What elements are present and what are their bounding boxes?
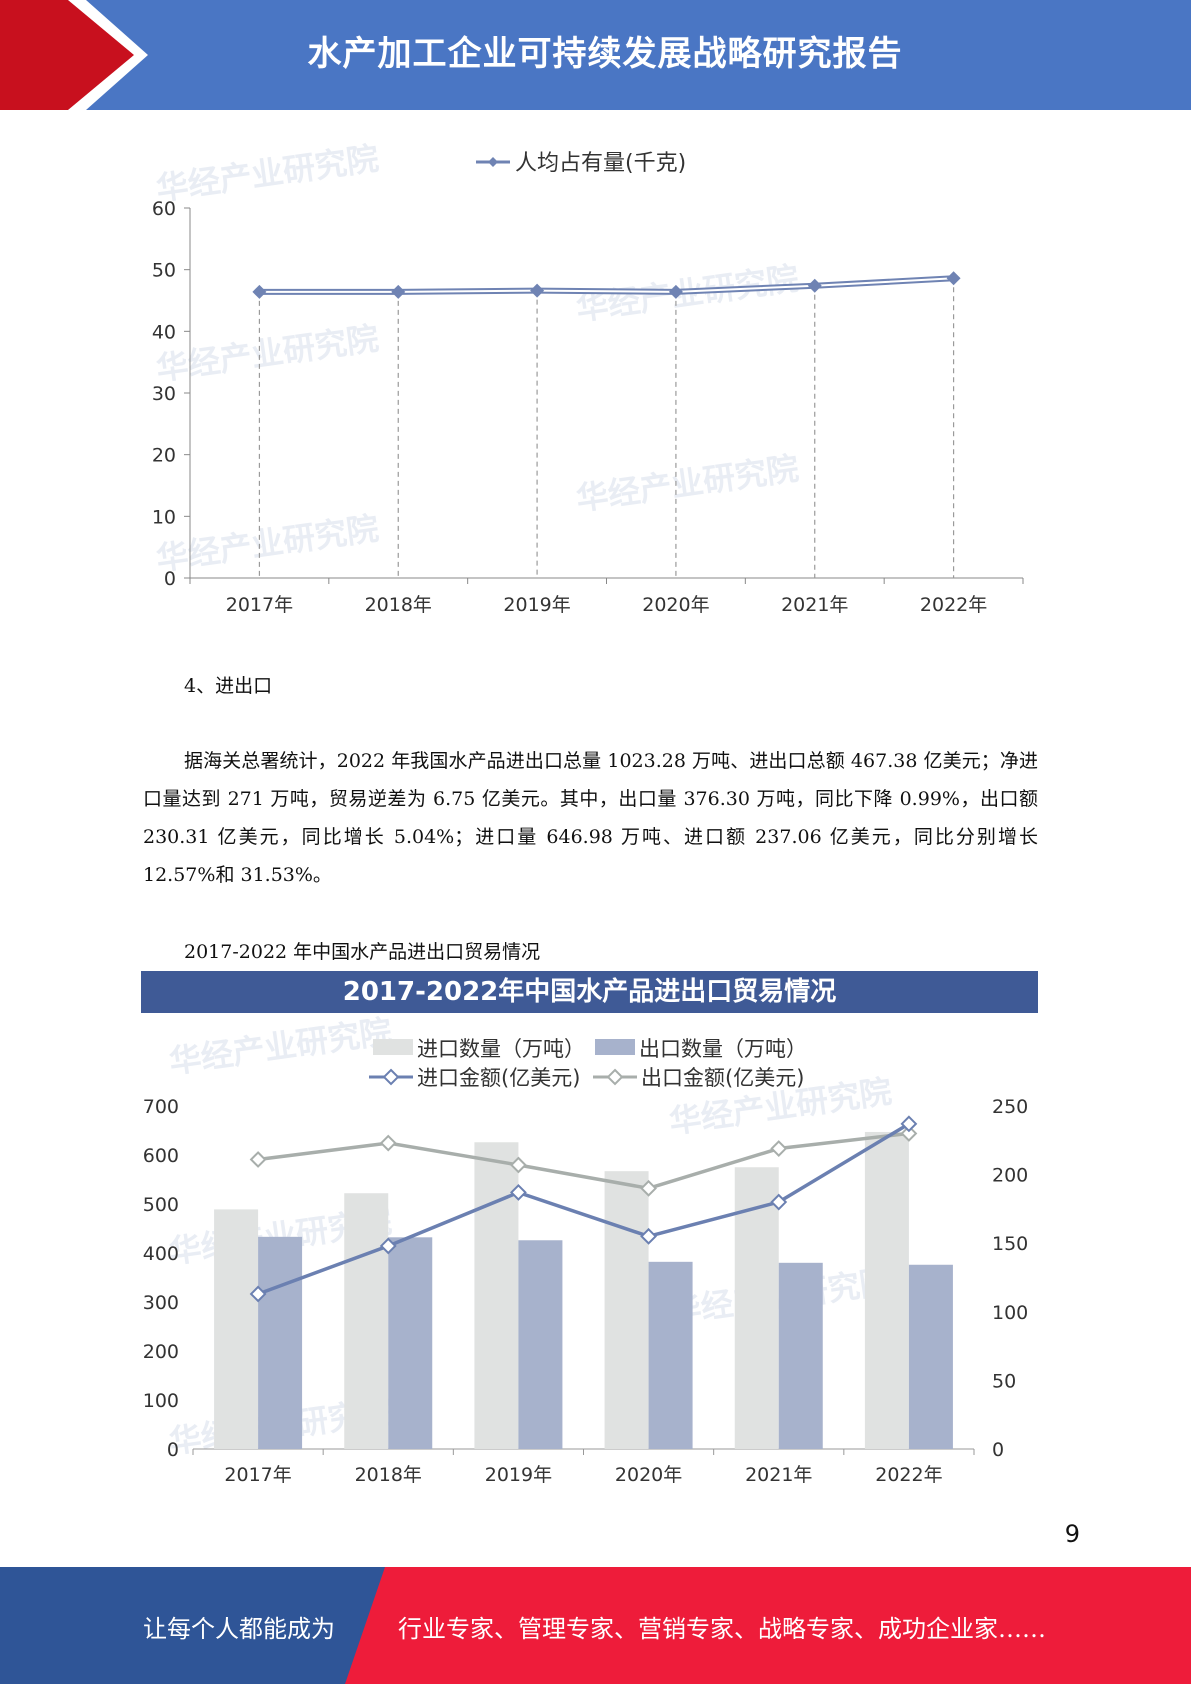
y-right-tick-label: 250 xyxy=(992,1096,1028,1118)
y-tick-label: 20 xyxy=(152,445,176,467)
data-point xyxy=(770,1140,788,1157)
per-capita-line-chart: 华经产业研究院 华经产业研究院 华经产业研究院 华经产业研究院 华经产业研究院 … xyxy=(152,140,1024,616)
watermark-text: 华经产业研究院 xyxy=(154,509,381,578)
data-point xyxy=(640,1227,657,1245)
data-point xyxy=(946,271,961,286)
y-right-tick-label: 50 xyxy=(992,1370,1016,1392)
page-header: 水产加工企业可持续发展战略研究报告 xyxy=(0,0,1191,110)
trade-combo-chart: 华经产业研究院 华经产业研究院 华经产业研究院 华经产业研究院 华经产业研究院 … xyxy=(143,1013,1029,1486)
legend-swatch-import-qty xyxy=(373,1039,413,1055)
x-tick-label: 2018年 xyxy=(365,594,432,616)
y-right-tick-label: 150 xyxy=(992,1233,1028,1255)
bar-import-qty xyxy=(864,1131,909,1449)
data-point xyxy=(770,1193,788,1211)
x-tick-label: 2018年 xyxy=(355,1464,422,1486)
series-line-inner xyxy=(259,277,954,293)
watermark-text: 华经产业研究院 xyxy=(167,1013,394,1081)
x-tick-label: 2017年 xyxy=(224,1464,291,1486)
x-tick-label: 2021年 xyxy=(745,1464,812,1486)
legend-label: 进口金额(亿美元) xyxy=(417,1066,580,1090)
y-tick-label: 0 xyxy=(164,568,176,590)
y-left-tick-label: 500 xyxy=(143,1194,179,1216)
bar-export-qty xyxy=(258,1236,303,1449)
page-number: 9 xyxy=(1064,1520,1080,1548)
series-line-import-value xyxy=(257,1122,910,1296)
y-tick-label: 30 xyxy=(152,383,176,405)
legend-marker-icon xyxy=(606,1068,624,1086)
body-paragraph: 据海关总署统计，2022 年我国水产品进出口总量 1023.28 万吨、进出口总… xyxy=(143,750,1038,886)
data-point xyxy=(252,284,267,299)
data-point xyxy=(900,1115,918,1133)
data-point xyxy=(249,1285,267,1303)
data-point xyxy=(391,284,406,299)
data-point xyxy=(510,1184,527,1201)
y-left-tick-label: 400 xyxy=(143,1243,179,1265)
data-point xyxy=(668,284,683,299)
bar-import-qty xyxy=(604,1171,649,1449)
footer-slogan-left: 让每个人都能成为 xyxy=(143,1615,335,1643)
y-right-tick-label: 200 xyxy=(992,1165,1028,1187)
header-title: 水产加工企业可持续发展战略研究报告 xyxy=(307,34,903,74)
bar-import-qty xyxy=(214,1209,259,1449)
header-arrow-decoration xyxy=(0,0,148,110)
chart2-title-banner: 2017-2022年中国水产品进出口贸易情况 xyxy=(141,971,1038,1013)
y-left-tick-label: 100 xyxy=(143,1390,179,1412)
bar-import-qty xyxy=(344,1193,389,1449)
y-right-tick-label: 0 xyxy=(992,1439,1004,1461)
y-left-tick-label: 700 xyxy=(143,1096,179,1118)
y-tick-label: 10 xyxy=(152,506,176,528)
chart1-legend: 人均占有量(千克) xyxy=(476,151,686,176)
data-point xyxy=(249,1151,267,1168)
data-point xyxy=(379,1134,397,1152)
bar-export-qty xyxy=(518,1240,563,1449)
legend-marker-icon xyxy=(382,1068,400,1086)
data-point xyxy=(900,1125,918,1142)
data-point xyxy=(510,1156,527,1174)
x-tick-label: 2022年 xyxy=(875,1464,942,1486)
x-tick-label: 2022年 xyxy=(920,594,987,616)
bar-export-qty xyxy=(908,1264,953,1449)
watermark-text: 华经产业研究院 xyxy=(154,140,381,208)
data-point xyxy=(640,1179,657,1197)
footer-background xyxy=(0,1567,1191,1684)
legend-label: 出口数量（万吨） xyxy=(639,1037,807,1061)
x-tick-label: 2019年 xyxy=(485,1464,552,1486)
chart-caption: 2017-2022 年中国水产品进出口贸易情况 xyxy=(184,941,541,963)
chart1-watermarks: 华经产业研究院 华经产业研究院 华经产业研究院 华经产业研究院 华经产业研究院 xyxy=(154,140,801,578)
data-point xyxy=(379,1237,397,1255)
x-tick-label: 2020年 xyxy=(642,594,709,616)
y-left-tick-label: 600 xyxy=(143,1145,179,1167)
y-tick-label: 40 xyxy=(152,321,176,343)
x-tick-label: 2020年 xyxy=(615,1464,682,1486)
bar-import-qty xyxy=(474,1142,519,1449)
y-tick-label: 60 xyxy=(152,198,176,220)
legend-label: 人均占有量(千克) xyxy=(515,151,686,176)
bar-export-qty xyxy=(778,1262,823,1449)
page-footer: 让每个人都能成为 行业专家、管理专家、营销专家、战略专家、成功企业家…… xyxy=(0,1567,1191,1684)
y-right-tick-label: 100 xyxy=(992,1302,1028,1324)
x-tick-label: 2021年 xyxy=(781,594,848,616)
bar-export-qty xyxy=(388,1237,433,1449)
bar-import-qty xyxy=(734,1167,779,1449)
y-left-tick-label: 0 xyxy=(167,1439,179,1461)
y-tick-label: 50 xyxy=(152,260,176,282)
data-point xyxy=(530,283,545,298)
legend-label: 出口金额(亿美元) xyxy=(641,1066,804,1090)
data-point xyxy=(807,278,822,293)
footer-slogan-right: 行业专家、管理专家、营销专家、战略专家、成功企业家…… xyxy=(398,1615,1046,1643)
y-left-tick-label: 300 xyxy=(143,1292,179,1314)
legend-label: 进口数量（万吨） xyxy=(417,1037,585,1061)
watermark-text: 华经产业研究院 xyxy=(154,319,381,388)
series-line-export-value xyxy=(257,1131,910,1191)
x-tick-label: 2019年 xyxy=(503,594,570,616)
legend-marker-icon xyxy=(488,157,498,167)
x-tick-label: 2017年 xyxy=(226,594,293,616)
bar-export-qty xyxy=(648,1261,693,1449)
y-left-tick-label: 200 xyxy=(143,1341,179,1363)
watermark-text: 华经产业研究院 xyxy=(574,449,801,518)
section-heading: 4、进出口 xyxy=(184,675,273,697)
legend-swatch-export-qty xyxy=(595,1039,635,1055)
